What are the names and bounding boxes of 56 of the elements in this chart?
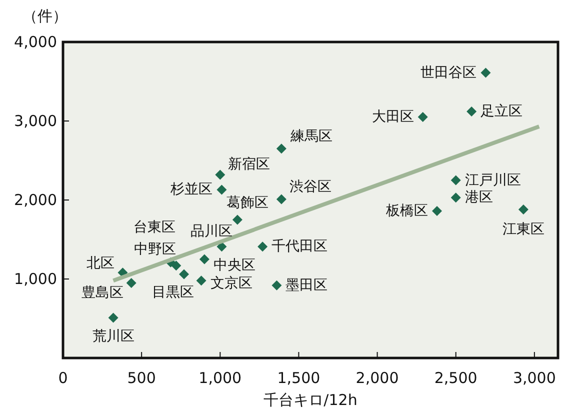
point [215, 170, 226, 180]
point [518, 204, 528, 214]
point [450, 192, 461, 203]
x-tick-label: 1,000 [198, 369, 242, 387]
annotation: 江戸川区 [464, 172, 521, 188]
point [276, 144, 286, 154]
annotation: 板橋区 [385, 203, 428, 220]
point [179, 269, 189, 280]
annotation: 港区 [464, 190, 493, 206]
y-tick-label: 3,000 [14, 112, 57, 130]
y-tick-label: 4,000 [14, 33, 57, 51]
annotation: 新宿区 [228, 156, 270, 173]
annotation: 練馬区 [289, 128, 332, 145]
point [276, 194, 286, 204]
x-tick-label: 0 [58, 369, 68, 387]
annotation: 台東区 [134, 219, 176, 236]
annotation: 文京区 [210, 276, 252, 292]
annotation: 荒川区 [92, 328, 134, 345]
annotation: 千代田区 [272, 238, 328, 255]
point [258, 242, 268, 252]
y-tick-label: 1,000 [14, 270, 57, 288]
point [450, 175, 461, 186]
annotation: 大田区 [372, 109, 414, 126]
point [232, 214, 242, 225]
point [418, 112, 428, 122]
annotation: 目黒区 [152, 284, 194, 300]
annotation: 足立区 [480, 104, 523, 120]
annotation: 中央区 [213, 257, 256, 274]
annotation: 世田谷区 [420, 64, 477, 81]
y-axis-title: （件） [22, 7, 68, 25]
annotation: 墨田区 [286, 277, 328, 294]
annotation: 葛飾区 [226, 194, 268, 211]
point [126, 278, 136, 288]
annotation: 杉並区 [170, 182, 213, 198]
x-tick-label: 500 [127, 369, 156, 387]
point [196, 276, 206, 286]
annotation: 北区 [86, 256, 115, 272]
x-tick-label: 1,500 [277, 369, 320, 387]
point [272, 280, 282, 290]
point [466, 106, 477, 117]
annotation: 品川区 [190, 224, 233, 240]
annotation: 江東区 [502, 221, 544, 238]
point [432, 206, 442, 216]
point [171, 260, 182, 271]
annotation: 中野区 [134, 242, 176, 258]
x-tick-label: 2,000 [356, 369, 399, 387]
x-tick-label: 3,000 [512, 369, 556, 387]
x-axis-title: 千台キロ/12h [264, 391, 358, 409]
annotation: 渋谷区 [289, 179, 332, 196]
point [108, 312, 118, 323]
point [480, 68, 491, 78]
point [216, 184, 227, 195]
annotation: 豊島区 [81, 284, 124, 301]
point [199, 254, 210, 264]
y-tick-label: 2,000 [14, 191, 57, 209]
x-tick-label: 2,500 [434, 369, 478, 387]
